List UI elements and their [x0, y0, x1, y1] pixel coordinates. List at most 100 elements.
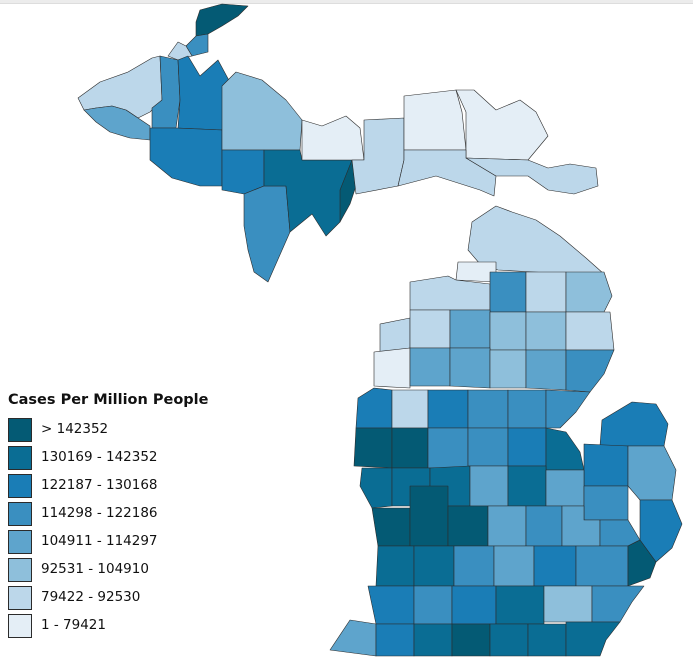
county[interactable]	[449, 309, 491, 349]
county[interactable]	[599, 519, 641, 547]
legend-item: 114298 - 122186	[8, 501, 228, 529]
county[interactable]	[263, 149, 357, 237]
county[interactable]	[565, 349, 615, 393]
county[interactable]	[545, 389, 591, 429]
legend-item: 130169 - 142352	[8, 445, 228, 473]
county[interactable]	[525, 311, 567, 351]
county[interactable]	[221, 149, 265, 195]
legend-item: > 142352	[8, 417, 228, 445]
county[interactable]	[525, 349, 567, 391]
county[interactable]	[495, 585, 545, 625]
county[interactable]	[185, 33, 209, 57]
legend-swatch	[8, 614, 32, 638]
county[interactable]	[427, 427, 469, 469]
county[interactable]	[447, 505, 489, 547]
county[interactable]	[489, 271, 527, 313]
county[interactable]	[413, 585, 453, 625]
county[interactable]	[379, 317, 411, 353]
county[interactable]	[301, 115, 365, 161]
legend-label: 92531 - 104910	[41, 561, 149, 577]
county[interactable]	[543, 585, 593, 623]
county[interactable]	[489, 311, 527, 351]
county[interactable]	[221, 71, 303, 151]
county[interactable]	[525, 505, 563, 547]
county[interactable]	[455, 89, 549, 161]
county[interactable]	[391, 389, 429, 429]
county[interactable]	[359, 467, 393, 509]
county[interactable]	[391, 427, 429, 469]
county[interactable]	[525, 271, 567, 313]
county[interactable]	[413, 545, 455, 587]
county[interactable]	[575, 545, 629, 587]
legend-swatch	[8, 418, 32, 442]
county[interactable]	[583, 485, 629, 521]
legend-item: 104911 - 114297	[8, 529, 228, 557]
county[interactable]	[467, 427, 509, 467]
county[interactable]	[507, 465, 547, 507]
county[interactable]	[493, 545, 535, 587]
county[interactable]	[409, 309, 451, 349]
county[interactable]	[467, 389, 509, 429]
county[interactable]	[527, 623, 567, 657]
county[interactable]	[195, 3, 249, 37]
county[interactable]	[627, 445, 677, 501]
legend-label: 122187 - 130168	[41, 477, 158, 493]
legend-swatch	[8, 530, 32, 554]
legend-item: 1 - 79421	[8, 613, 228, 641]
county[interactable]	[449, 347, 491, 389]
county[interactable]	[413, 623, 453, 657]
county[interactable]	[599, 401, 669, 447]
legend-label: 79422 - 92530	[41, 589, 141, 605]
county[interactable]	[353, 427, 393, 469]
county[interactable]	[507, 389, 547, 429]
legend-title: Cases Per Million People	[8, 392, 209, 408]
map-legend: Cases Per Million People > 142352 130169 …	[8, 392, 228, 641]
county[interactable]	[507, 427, 547, 467]
county[interactable]	[489, 349, 527, 389]
county[interactable]	[583, 443, 629, 487]
county[interactable]	[565, 621, 621, 657]
county[interactable]	[545, 469, 585, 507]
top-border	[0, 0, 693, 4]
county[interactable]	[403, 89, 467, 151]
county[interactable]	[533, 545, 577, 587]
county[interactable]	[451, 585, 497, 625]
county[interactable]	[375, 623, 415, 657]
legend-label: 130169 - 142352	[41, 449, 158, 465]
legend-swatch	[8, 502, 32, 526]
county[interactable]	[375, 545, 415, 587]
legend-item: 79422 - 92530	[8, 585, 228, 613]
county[interactable]	[409, 485, 449, 547]
county[interactable]	[545, 427, 585, 471]
county[interactable]	[167, 41, 193, 61]
legend-swatch	[8, 446, 32, 470]
county[interactable]	[149, 127, 223, 187]
county[interactable]	[591, 585, 645, 623]
legend-swatch	[8, 586, 32, 610]
county[interactable]	[487, 505, 527, 547]
county[interactable]	[489, 623, 529, 657]
county[interactable]	[367, 585, 415, 625]
county[interactable]	[453, 545, 495, 587]
county[interactable]	[427, 389, 469, 429]
county[interactable]	[373, 347, 411, 389]
county[interactable]	[565, 311, 615, 351]
lower-peninsula	[329, 205, 683, 657]
county[interactable]	[627, 539, 657, 587]
county[interactable]	[469, 465, 509, 507]
legend-items: > 142352 130169 - 142352 122187 - 130168 11…	[8, 417, 228, 641]
county[interactable]	[565, 271, 613, 313]
legend-item: 122187 - 130168	[8, 473, 228, 501]
county[interactable]	[451, 623, 491, 657]
legend-swatch	[8, 558, 32, 582]
county[interactable]	[329, 619, 377, 657]
county[interactable]	[243, 185, 291, 283]
county[interactable]	[83, 105, 151, 141]
county[interactable]	[409, 347, 451, 387]
legend-swatch	[8, 474, 32, 498]
county[interactable]	[465, 157, 599, 195]
county[interactable]	[371, 507, 411, 547]
county[interactable]	[355, 387, 393, 429]
upper-peninsula	[77, 3, 599, 283]
